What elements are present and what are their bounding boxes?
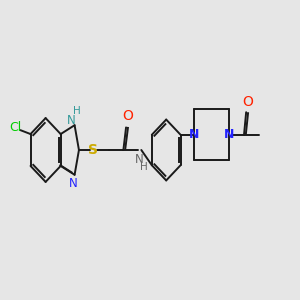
Text: N: N — [69, 177, 78, 190]
Text: N: N — [224, 128, 235, 141]
Text: Cl: Cl — [9, 121, 22, 134]
Text: N: N — [135, 153, 144, 166]
Text: H: H — [73, 106, 81, 116]
Text: N: N — [67, 114, 76, 127]
Text: O: O — [122, 109, 133, 123]
Text: H: H — [140, 162, 148, 172]
Text: N: N — [189, 128, 200, 141]
Text: O: O — [243, 95, 254, 110]
Text: S: S — [88, 143, 98, 157]
